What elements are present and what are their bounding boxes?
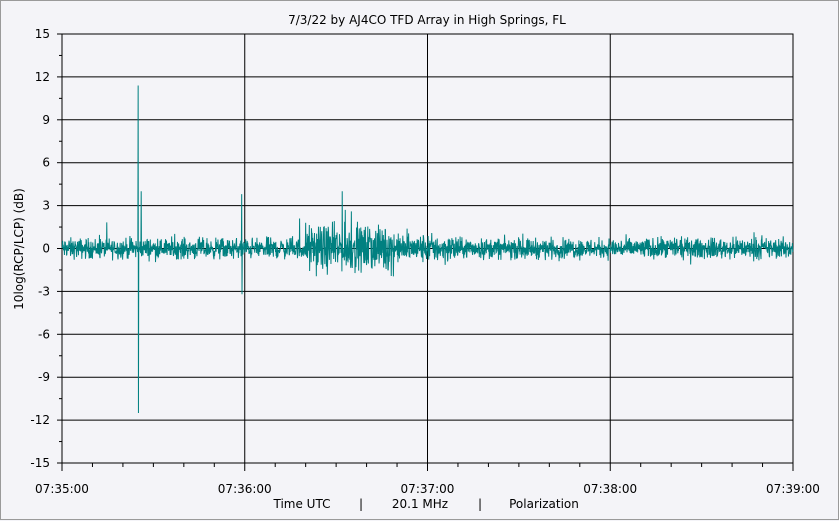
x-label-sep-2: | [478, 497, 482, 511]
y-axis-ticks: 15 12 9 6 3 0 -3 -6 -9 -12 -15 [30, 27, 62, 470]
y-tick-label: 15 [35, 27, 50, 41]
y-tick-label: -3 [38, 284, 50, 298]
x-tick-label: 07:39:00 [766, 482, 820, 496]
y-tick-label: 12 [35, 70, 50, 84]
x-label-sep-1: | [359, 497, 363, 511]
x-tick-label: 07:35:00 [35, 482, 89, 496]
x-axis-label: Time UTC | 20.1 MHz | Polarization [273, 497, 579, 511]
x-label-time: Time UTC [273, 497, 331, 511]
x-tick-label: 07:37:00 [401, 482, 455, 496]
y-tick-label: 9 [42, 113, 50, 127]
x-label-mode: Polarization [509, 497, 579, 511]
y-tick-label: -6 [38, 327, 50, 341]
series-group [61, 85, 794, 413]
y-tick-label: -12 [30, 413, 50, 427]
y-axis-label: 10log(RCP/LCP) (dB) [12, 188, 26, 310]
series-line [61, 85, 794, 413]
x-label-frequency: 20.1 MHz [392, 497, 448, 511]
y-tick-label: 3 [42, 199, 50, 213]
y-tick-label: 6 [42, 156, 50, 170]
x-tick-label: 07:36:00 [218, 482, 272, 496]
y-tick-label: 0 [42, 242, 50, 256]
y-tick-label: -9 [38, 370, 50, 384]
x-axis-ticks: 07:35:00 07:36:00 07:37:00 07:38:00 07:39:00 [35, 463, 820, 496]
x-tick-label: 07:38:00 [583, 482, 637, 496]
y-tick-label: -15 [30, 456, 50, 470]
chart-title: 7/3/22 by AJ4CO TFD Array in High Spring… [288, 13, 566, 27]
